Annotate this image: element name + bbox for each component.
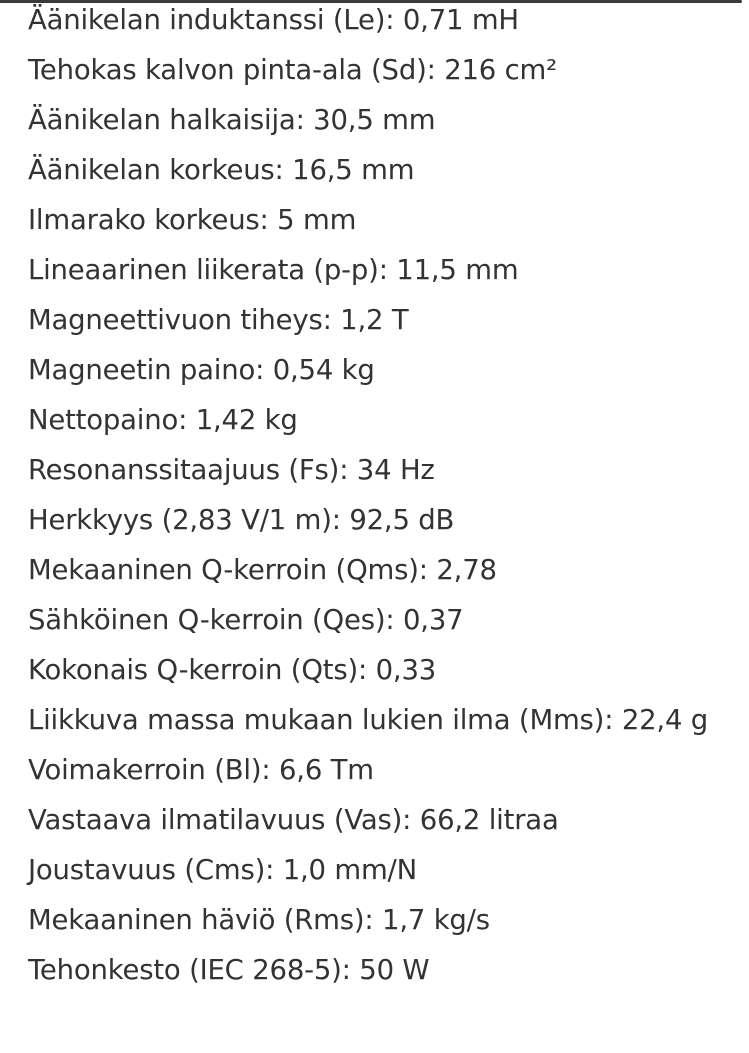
spec-item: Herkkyys (2,83 V/1 m): 92,5 dB [28,504,455,536]
spec-item: Tehokas kalvon pinta-ala (Sd): 216 cm² [28,54,557,86]
spec-item: Äänikelan induktanssi (Le): 0,71 mH [28,4,519,36]
spec-item: Ilmarako korkeus: 5 mm [28,204,357,236]
spec-item: Voimakerroin (Bl): 6,6 Tm [28,754,374,786]
spec-item: Tehonkesto (IEC 268-5): 50 W [28,954,430,986]
spec-list: Äänikelan induktanssi (Le): 0,71 mH Teho… [28,0,728,995]
spec-item: Magneettivuon tiheys: 1,2 T [28,304,409,336]
spec-item: Mekaaninen Q-kerroin (Qms): 2,78 [28,554,497,586]
spec-item: Lineaarinen liikerata (p-p): 11,5 mm [28,254,519,286]
spec-item: Joustavuus (Cms): 1,0 mm/N [28,854,417,886]
spec-item: Kokonais Q-kerroin (Qts): 0,33 [28,654,437,686]
spec-item: Mekaaninen häviö (Rms): 1,7 kg/s [28,904,490,936]
spec-item: Äänikelan korkeus: 16,5 mm [28,154,415,186]
spec-item: Äänikelan halkaisija: 30,5 mm [28,104,436,136]
spec-item: Magneetin paino: 0,54 kg [28,354,375,386]
spec-item: Sähköinen Q-kerroin (Qes): 0,37 [28,604,464,636]
spec-item: Nettopaino: 1,42 kg [28,404,298,436]
spec-item: Liikkuva massa mukaan lukien ilma (Mms):… [28,704,709,736]
top-divider [0,0,742,3]
spec-item: Vastaava ilmatilavuus (Vas): 66,2 litraa [28,804,559,836]
spec-item: Resonanssitaajuus (Fs): 34 Hz [28,454,435,486]
